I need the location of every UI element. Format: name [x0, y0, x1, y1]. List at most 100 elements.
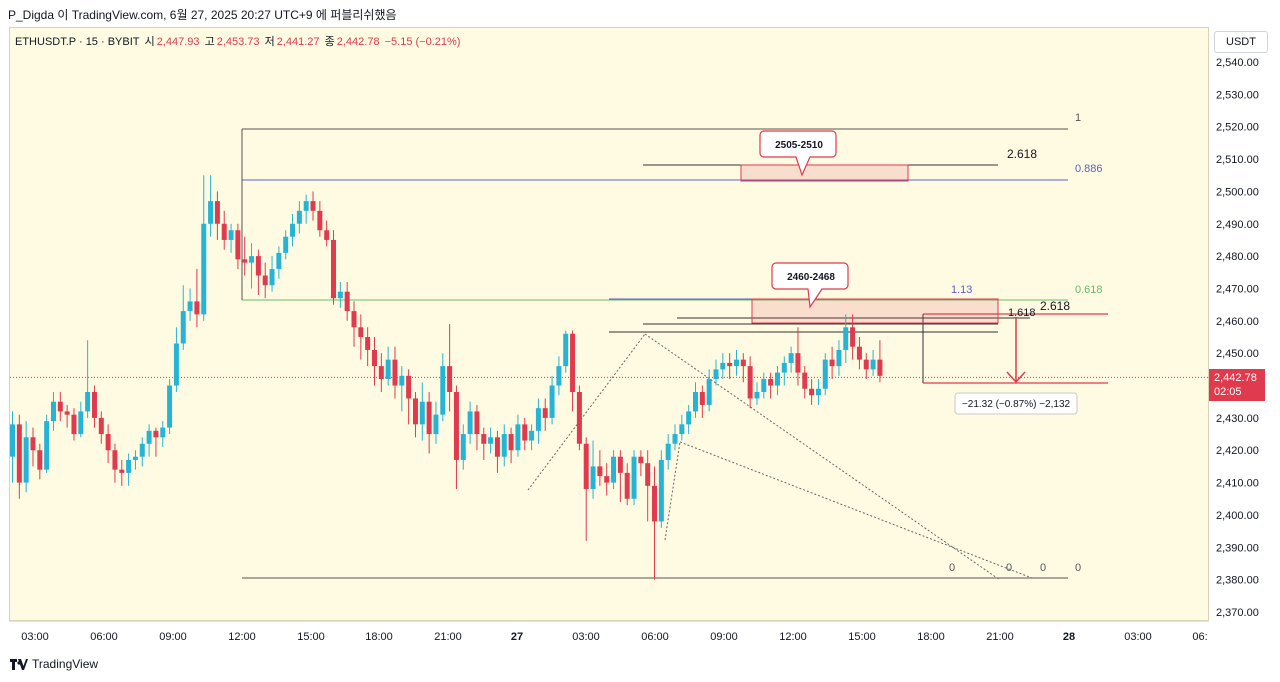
- candle-body: [23, 437, 29, 483]
- candle-body: [774, 372, 780, 386]
- bear-candle: [153, 427, 159, 457]
- bull-candle: [870, 349, 876, 376]
- time-axis[interactable]: [9, 621, 1209, 650]
- y-tick-label: 2,430.00: [1216, 413, 1259, 425]
- x-tick-label: 09:00: [159, 631, 187, 643]
- bear-candle: [255, 249, 261, 295]
- bear-candle: [583, 437, 589, 541]
- bear-candle: [221, 210, 227, 250]
- candle-body: [453, 392, 459, 460]
- bear-candle: [57, 392, 63, 422]
- bear-candle: [453, 385, 459, 490]
- candle-body: [706, 379, 712, 405]
- close-value: 2,442.78: [336, 36, 380, 48]
- candle-body: [481, 434, 487, 444]
- x-tick-label: 21:00: [434, 631, 462, 643]
- publish-caption: P_Digda 이 TradingView.com, 6월 27, 2025 2…: [8, 8, 397, 22]
- y-tick-label: 2,460.00: [1216, 316, 1259, 328]
- bull-candle: [160, 421, 166, 448]
- bull-candle: [399, 366, 405, 412]
- candle-body: [768, 379, 774, 386]
- candle-body: [50, 401, 56, 422]
- price-axis[interactable]: [1209, 27, 1275, 621]
- bear-candle: [494, 430, 500, 473]
- candle-body: [419, 401, 425, 425]
- low-value: 2,441.27: [276, 36, 320, 48]
- candle-body: [344, 291, 350, 312]
- candle-body: [863, 359, 869, 370]
- candle-body: [378, 366, 384, 380]
- symbol-name[interactable]: ETHUSDT.P · 15 · BYBIT: [15, 36, 140, 48]
- bull-candle: [563, 330, 569, 373]
- bear-candle: [863, 353, 869, 380]
- bull-candle: [269, 256, 275, 292]
- bear-candle: [856, 337, 862, 370]
- x-tick-label: 03:00: [572, 631, 600, 643]
- currency-unit-button[interactable]: USDT: [1214, 31, 1268, 53]
- bull-candle: [139, 437, 145, 467]
- bull-candle: [556, 356, 562, 396]
- bull-candle: [815, 379, 821, 405]
- bear-candle: [447, 324, 453, 412]
- y-tick-label: 2,380.00: [1216, 575, 1259, 587]
- candle-body: [563, 333, 569, 367]
- y-tick-label: 2,420.00: [1216, 445, 1259, 457]
- candle-body: [576, 392, 582, 444]
- candle-body: [877, 359, 883, 376]
- y-tick-label: 2,480.00: [1216, 251, 1259, 263]
- candle-body: [64, 411, 70, 415]
- last-price-tag: 2,442.78 02:05: [1209, 369, 1265, 401]
- candle-body: [57, 401, 63, 412]
- candle-body: [508, 434, 514, 451]
- candle-body: [392, 359, 398, 386]
- x-tick-label: 12:00: [228, 631, 256, 643]
- fib-label-1: 1: [1075, 112, 1081, 124]
- bull-candle: [781, 356, 787, 386]
- bear-candle: [570, 330, 576, 412]
- y-tick-label: 2,400.00: [1216, 510, 1259, 522]
- candle-body: [699, 392, 705, 405]
- candle-body: [317, 210, 323, 231]
- candle-body: [303, 201, 309, 211]
- candle-body: [822, 359, 828, 389]
- bear-candle: [576, 385, 582, 451]
- bull-candle: [549, 375, 555, 425]
- bear-candle: [392, 346, 398, 399]
- fib-label-0: 0: [1075, 562, 1081, 574]
- low-label: 저: [264, 36, 275, 48]
- bull-candle: [836, 340, 842, 376]
- chart-area[interactable]: [9, 27, 1209, 621]
- bear-candle: [474, 404, 480, 451]
- candle-body: [44, 421, 50, 470]
- candle-body: [228, 230, 234, 240]
- bear-candle: [242, 236, 248, 276]
- candle-body: [433, 414, 439, 435]
- bear-candle: [481, 427, 487, 460]
- candle-body: [112, 450, 118, 470]
- candle-body: [310, 201, 316, 211]
- candle-body: [460, 434, 466, 460]
- bull-candle: [706, 369, 712, 412]
- y-tick-label: 2,530.00: [1216, 89, 1259, 101]
- candle-body: [665, 443, 671, 460]
- candle-body: [802, 372, 808, 389]
- bear-candle: [317, 201, 323, 237]
- fib-label-0618: 0.618: [1075, 284, 1103, 296]
- x-tick-label: 03:00: [21, 631, 49, 643]
- ext-label-2618: 2.618: [1040, 299, 1070, 313]
- candle-body: [426, 401, 432, 435]
- dotted-trend-up: [527, 333, 646, 491]
- bear-candle: [802, 366, 808, 399]
- candle-body: [652, 485, 658, 522]
- bull-candle: [44, 414, 50, 473]
- candle-body: [235, 230, 241, 260]
- candle-body: [37, 450, 43, 470]
- open-value: 2,447.93: [156, 36, 200, 48]
- candle-body: [146, 430, 152, 444]
- x-tick-label: 06:00: [90, 631, 118, 643]
- tradingview-logo[interactable]: TradingView: [10, 657, 98, 671]
- bear-candle: [597, 450, 603, 486]
- tradingview-brand: TradingView: [32, 657, 99, 671]
- bull-candle: [611, 450, 617, 490]
